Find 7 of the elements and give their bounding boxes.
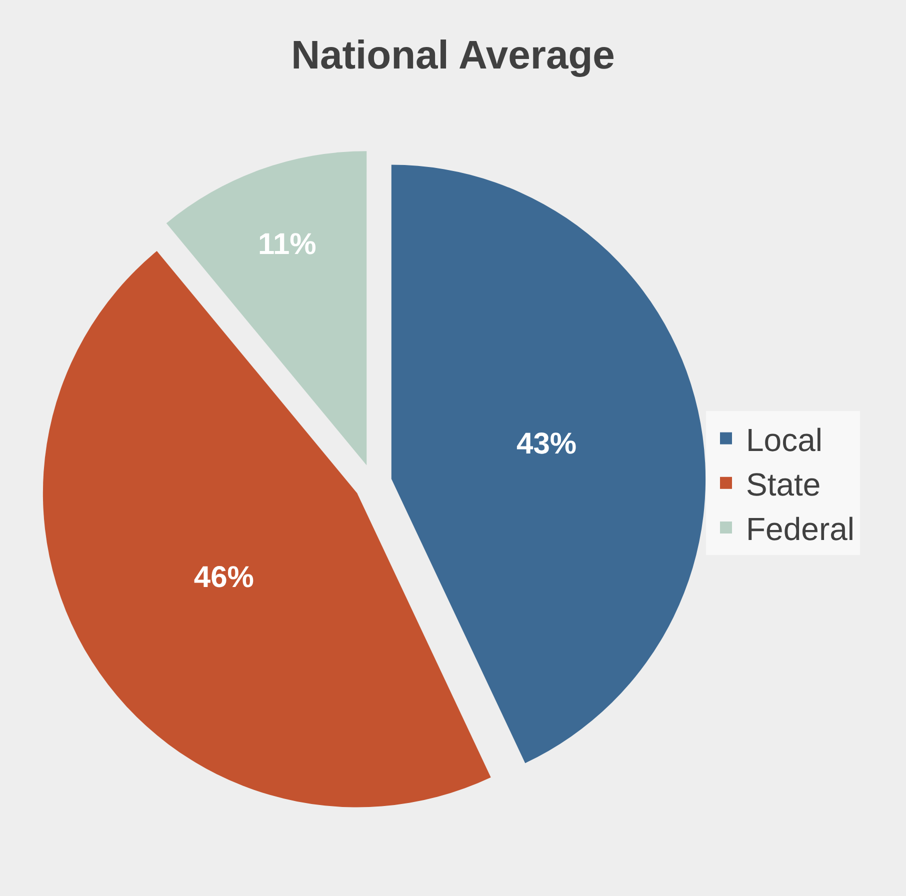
data-label: 11%: [258, 228, 316, 261]
data-label: 46%: [194, 561, 254, 594]
legend-label: Local: [746, 422, 822, 458]
legend-label: Federal: [746, 510, 854, 547]
chart-title: National Average: [291, 33, 615, 78]
legend-label: State: [746, 466, 821, 502]
data-label: 43%: [516, 428, 577, 461]
